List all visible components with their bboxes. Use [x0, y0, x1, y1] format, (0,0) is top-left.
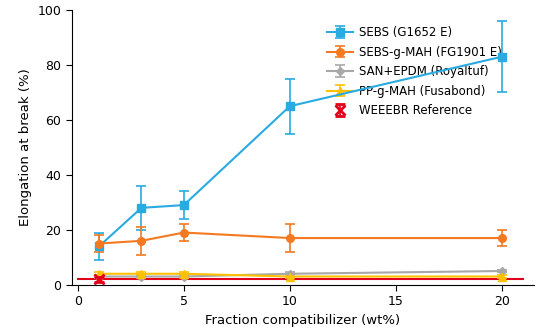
X-axis label: Fraction compatibilizer (wt%): Fraction compatibilizer (wt%): [205, 314, 400, 327]
Legend: SEBS (G1652 E), SEBS-g-MAH (FG1901 E), SAN+EPDM (Royaltuf), PP-g-MAH (Fusabond),: SEBS (G1652 E), SEBS-g-MAH (FG1901 E), S…: [322, 21, 507, 122]
Y-axis label: Elongation at break (%): Elongation at break (%): [19, 69, 32, 226]
